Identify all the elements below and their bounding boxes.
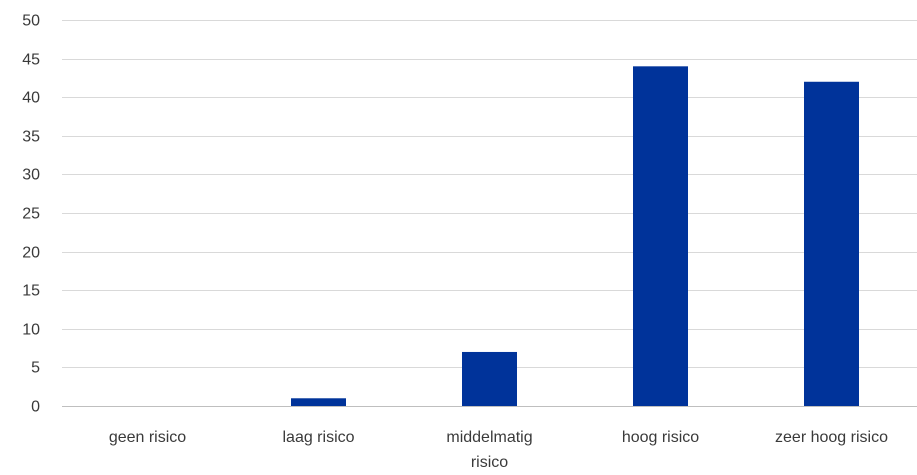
- y-tick-label: 50: [22, 13, 40, 30]
- y-tick-label: 25: [22, 206, 40, 223]
- x-axis-category-labels: geen risico laag risico middelmatig risico h…: [109, 429, 888, 471]
- y-tick-label: 30: [22, 167, 40, 184]
- x-category-label: geen risico: [109, 429, 186, 446]
- y-tick-label: 45: [22, 52, 40, 69]
- bar: [633, 66, 688, 406]
- bar: [291, 398, 346, 406]
- x-category-label: zeer hoog risico: [775, 429, 888, 446]
- y-tick-label: 20: [22, 245, 40, 262]
- y-tick-label: 10: [22, 322, 40, 339]
- bar: [804, 81, 859, 406]
- bars: [291, 66, 859, 406]
- y-tick-label: 0: [31, 399, 40, 416]
- y-tick-label: 35: [22, 129, 40, 146]
- y-tick-label: 40: [22, 90, 40, 107]
- y-axis-tick-labels: 0 5 10 15 20 25 30 35 40 45 50: [22, 13, 40, 416]
- bar: [462, 351, 517, 406]
- gridlines: [62, 20, 917, 407]
- x-category-label: laag risico: [282, 429, 354, 446]
- x-category-label: hoog risico: [622, 429, 699, 446]
- y-tick-label: 5: [31, 360, 40, 377]
- x-category-label: middelmatig risico: [446, 429, 532, 471]
- y-tick-label: 15: [22, 283, 40, 300]
